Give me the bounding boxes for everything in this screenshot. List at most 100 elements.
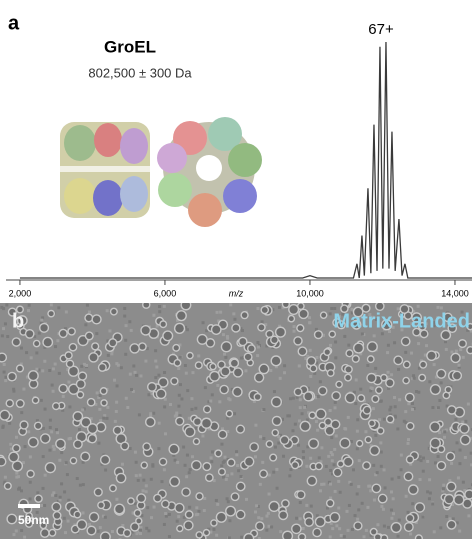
- noise: [319, 489, 322, 492]
- particle: [87, 526, 96, 535]
- noise: [123, 315, 126, 318]
- particle: [94, 488, 102, 496]
- noise: [292, 397, 295, 400]
- noise: [113, 379, 116, 382]
- noise: [417, 342, 420, 345]
- noise: [380, 465, 383, 468]
- noise: [357, 485, 360, 488]
- noise: [409, 532, 412, 535]
- noise: [222, 461, 225, 464]
- particle: [407, 423, 414, 430]
- noise: [82, 511, 85, 514]
- particle: [134, 510, 141, 517]
- noise: [442, 484, 445, 487]
- particle: [358, 395, 365, 402]
- noise: [12, 390, 15, 393]
- protein-mass: 802,500 ± 300 Da: [88, 65, 192, 80]
- noise: [245, 498, 248, 501]
- particle: [236, 510, 245, 519]
- particle: [239, 337, 247, 345]
- noise: [125, 397, 128, 400]
- particle: [203, 463, 211, 471]
- particle: [369, 420, 375, 426]
- noise: [407, 402, 410, 405]
- noise: [372, 464, 375, 467]
- particle: [141, 326, 150, 335]
- noise: [464, 456, 467, 459]
- noise: [147, 529, 150, 532]
- noise: [44, 474, 47, 477]
- particle: [391, 523, 401, 533]
- particle: [444, 494, 453, 503]
- noise: [233, 412, 236, 415]
- noise: [179, 356, 182, 359]
- noise: [407, 511, 410, 514]
- noise: [240, 475, 243, 478]
- particle: [378, 494, 387, 503]
- particle: [45, 463, 55, 473]
- noise: [443, 430, 446, 433]
- particle: [210, 364, 216, 370]
- particle: [376, 387, 383, 394]
- noise: [256, 307, 259, 310]
- noise: [42, 455, 45, 458]
- particle: [143, 443, 150, 450]
- particle: [49, 530, 56, 537]
- noise: [325, 465, 328, 468]
- noise: [425, 344, 428, 347]
- particle: [305, 518, 313, 526]
- particle: [176, 417, 184, 425]
- particle: [226, 411, 232, 417]
- noise: [374, 434, 377, 437]
- noise: [194, 407, 197, 410]
- noise: [215, 499, 218, 502]
- noise: [84, 323, 87, 326]
- noise: [260, 517, 263, 520]
- particle: [88, 424, 98, 434]
- particle: [184, 521, 193, 530]
- noise: [366, 506, 369, 509]
- noise: [165, 515, 168, 518]
- noise: [30, 356, 33, 359]
- particle: [332, 392, 340, 400]
- noise: [387, 526, 390, 529]
- noise: [305, 465, 308, 468]
- particle: [445, 387, 451, 393]
- noise: [376, 523, 379, 526]
- particle: [345, 366, 352, 373]
- noise: [154, 376, 157, 379]
- noise: [329, 344, 332, 347]
- particle: [162, 500, 169, 507]
- particle: [232, 324, 240, 332]
- noise: [254, 424, 257, 427]
- particle: [370, 446, 379, 455]
- particle: [447, 482, 456, 491]
- particle: [69, 344, 76, 351]
- particle: [196, 493, 203, 500]
- noise: [268, 474, 271, 477]
- noise: [299, 406, 302, 409]
- noise: [65, 310, 68, 313]
- particle: [330, 513, 339, 522]
- noise: [235, 450, 238, 453]
- noise: [177, 367, 180, 370]
- noise: [66, 473, 69, 476]
- particle: [271, 336, 278, 343]
- noise: [329, 535, 332, 538]
- particle: [96, 422, 105, 431]
- noise: [76, 477, 79, 480]
- particle: [244, 353, 252, 361]
- x-tick-label: 14,000: [441, 288, 469, 298]
- noise: [197, 354, 200, 357]
- noise: [393, 341, 396, 344]
- particle: [324, 349, 331, 356]
- particle: [98, 502, 105, 509]
- particle: [74, 440, 82, 448]
- particle: [197, 335, 207, 345]
- noise: [356, 418, 359, 421]
- particle: [346, 350, 353, 357]
- noise: [138, 413, 141, 416]
- noise: [277, 442, 280, 445]
- noise: [22, 388, 25, 391]
- noise: [381, 332, 384, 335]
